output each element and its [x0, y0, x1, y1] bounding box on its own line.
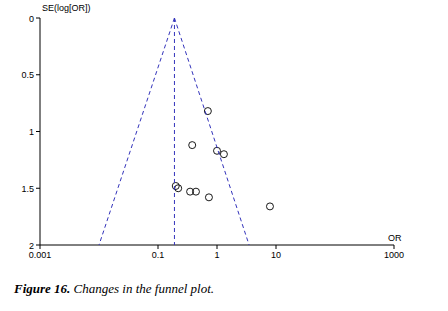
y-tick-label: 2 [29, 241, 34, 251]
x-tick [40, 245, 41, 249]
study-point [189, 142, 196, 149]
y-tick-label: 0 [29, 14, 34, 24]
y-tick [36, 188, 40, 189]
x-tick [158, 245, 159, 249]
y-tick-label: 1.5 [21, 184, 34, 194]
study-point [192, 188, 199, 195]
x-tick [276, 245, 277, 249]
x-tick-label: 10 [271, 250, 281, 260]
y-tick [36, 18, 40, 19]
x-axis-label: OR [388, 233, 402, 243]
study-point [266, 203, 273, 210]
study-point [175, 185, 182, 192]
y-tick [36, 131, 40, 132]
study-point [205, 194, 212, 201]
funnel-line [174, 18, 249, 245]
y-tick-label: 0.5 [21, 70, 34, 80]
chart: 0 0.5 1 1.5 20.001 0.1 1 10 1000 SE(log[OR]) OR Fig… [0, 0, 448, 311]
y-tick [36, 245, 40, 246]
x-tick [217, 245, 218, 249]
funnel-line [99, 18, 174, 245]
funnel-line [174, 18, 175, 245]
x-tick-label: 0.001 [29, 250, 52, 260]
x-tick-label: 1 [214, 250, 219, 260]
y-tick-label: 1 [29, 127, 34, 137]
y-tick [36, 74, 40, 75]
caption: Figure 16. Changes in the funnel plot. [13, 281, 214, 296]
study-point [220, 151, 227, 158]
x-tick-label: 1000 [384, 250, 404, 260]
plot-marks [99, 18, 273, 245]
x-tick [394, 245, 395, 249]
x-tick-label: 0.1 [152, 250, 165, 260]
y-axis-label: SE(log[OR]) [42, 3, 91, 13]
